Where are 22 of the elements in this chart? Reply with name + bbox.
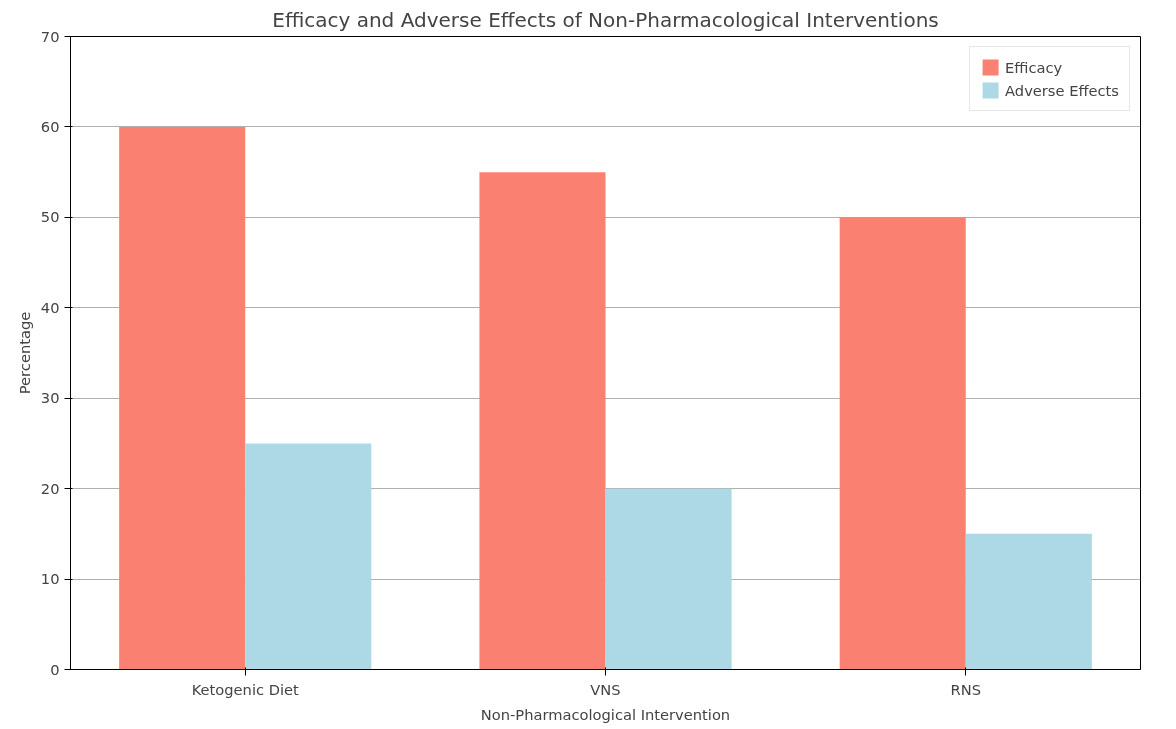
bar [605, 488, 732, 670]
bar [479, 172, 606, 670]
bar [245, 443, 372, 670]
x-axis-title: Non-Pharmacological Intervention [480, 705, 731, 723]
x-tick-label: Ketogenic Diet [191, 680, 300, 698]
bar [119, 126, 246, 670]
y-tick-label: 30 [40, 389, 60, 407]
bar [839, 217, 966, 670]
y-tick-label: 60 [40, 117, 60, 135]
chart-title: Efficacy and Adverse Effects of Non-Pharmacological Interventions [272, 7, 939, 32]
x-tick-label: RNS [950, 680, 981, 698]
y-tick-label: 70 [40, 27, 60, 45]
y-axis-title: Percentage [15, 311, 33, 395]
y-tick-label: 50 [40, 208, 60, 226]
legend-label: Efficacy [1005, 58, 1063, 76]
y-tick-label: 0 [50, 660, 60, 678]
legend-label: Adverse Effects [1005, 81, 1119, 99]
y-tick-label: 40 [40, 298, 60, 316]
y-tick-label: 20 [40, 479, 60, 497]
y-tick-label: 10 [40, 570, 60, 588]
x-tick-label: VNS [590, 680, 621, 698]
bar [965, 533, 1092, 670]
